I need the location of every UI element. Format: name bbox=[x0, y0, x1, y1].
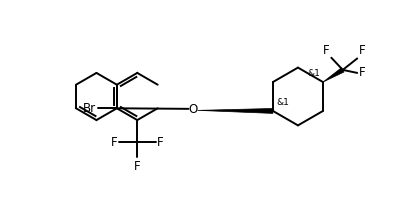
Polygon shape bbox=[197, 109, 272, 113]
Text: &1: &1 bbox=[306, 69, 319, 78]
Text: F: F bbox=[111, 136, 117, 149]
Text: F: F bbox=[358, 66, 365, 80]
Text: Br: Br bbox=[83, 102, 96, 115]
Text: F: F bbox=[157, 136, 163, 149]
Text: &1: &1 bbox=[275, 98, 288, 107]
Text: F: F bbox=[358, 44, 365, 57]
Text: O: O bbox=[188, 103, 197, 116]
Text: F: F bbox=[322, 44, 329, 57]
Text: F: F bbox=[134, 160, 140, 173]
Polygon shape bbox=[322, 68, 343, 82]
